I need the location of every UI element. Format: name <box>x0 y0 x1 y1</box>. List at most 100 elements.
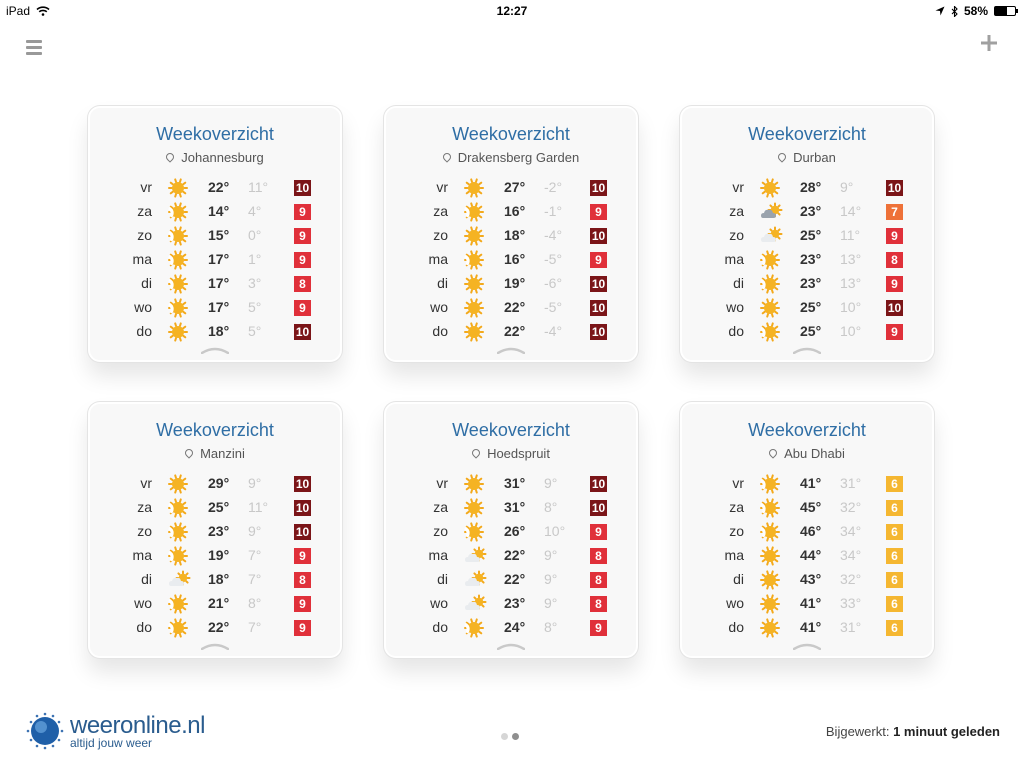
forecast-row: do 25° 10° 9 <box>682 320 932 344</box>
day-label: wo <box>726 299 744 315</box>
temp-min: 7° <box>248 571 262 587</box>
battery-icon <box>994 6 1018 16</box>
chevron-up-icon[interactable] <box>497 346 525 354</box>
forecast-card[interactable]: Weekoverzicht Durban vr 28° 9° 10 za 23°… <box>680 106 934 362</box>
forecast-card[interactable]: Weekoverzicht Manzini vr 29° 9° 10 za 25… <box>88 402 342 658</box>
temp-min: 9° <box>544 595 558 611</box>
day-label: ma <box>724 547 744 563</box>
plus-icon <box>981 35 997 51</box>
card-location: Drakensberg Garden <box>386 150 636 165</box>
forecast-card[interactable]: Weekoverzicht Abu Dhabi vr 41° 31° 6 za … <box>680 402 934 658</box>
device-name: iPad <box>6 4 31 18</box>
day-label: vr <box>140 475 152 491</box>
temp-min: 11° <box>840 227 861 243</box>
temp-min: -5° <box>544 299 563 315</box>
weather-score-badge: 6 <box>886 548 903 564</box>
day-label: ma <box>428 547 448 563</box>
sun-icon <box>168 322 188 342</box>
page-dot[interactable] <box>512 733 519 740</box>
forecast-rows: vr 28° 9° 10 za 23° 14° 7 zo 25° 11° 9 m… <box>682 176 932 344</box>
temp-min: 13° <box>840 251 862 267</box>
day-label: wo <box>430 299 448 315</box>
weather-score-badge: 9 <box>886 324 903 340</box>
card-location: Johannesburg <box>90 150 340 165</box>
weeronline-logo[interactable]: weeronline.nl altijd jouw weer <box>26 712 226 752</box>
forecast-card[interactable]: Weekoverzicht Johannesburg vr 22° 11° 10… <box>88 106 342 362</box>
forecast-row: do 22° 7° 9 <box>90 616 340 640</box>
location-name: Manzini <box>200 446 245 461</box>
day-label: za <box>433 203 448 219</box>
weather-score-badge: 6 <box>886 476 903 492</box>
location-name: Johannesburg <box>181 150 264 165</box>
temp-max: 43° <box>800 571 822 587</box>
day-label: zo <box>433 227 448 243</box>
weather-score-badge: 6 <box>886 596 903 612</box>
day-label: do <box>728 323 744 339</box>
temp-min: 7° <box>248 619 262 635</box>
chevron-up-icon[interactable] <box>497 642 525 650</box>
chevron-up-icon[interactable] <box>201 346 229 354</box>
sun-partial-icon <box>760 274 780 294</box>
sun-partial-icon <box>168 250 188 270</box>
forecast-row: zo 25° 11° 9 <box>682 224 932 248</box>
temp-max: 16° <box>504 251 526 267</box>
chevron-up-icon[interactable] <box>201 642 229 650</box>
card-title: Weekoverzicht <box>748 420 866 440</box>
sun-partial-icon <box>168 226 188 246</box>
temp-max: 16° <box>504 203 526 219</box>
forecast-row: vr 41° 31° 6 <box>682 472 932 496</box>
forecast-card[interactable]: Weekoverzicht Drakensberg Garden vr 27° … <box>384 106 638 362</box>
temp-max: 31° <box>504 475 526 491</box>
page-indicator[interactable] <box>501 733 519 740</box>
temp-min: 1° <box>248 251 262 267</box>
forecast-row: zo 15° 0° 9 <box>90 224 340 248</box>
temp-min: 13° <box>840 275 862 291</box>
temp-max: 17° <box>208 251 230 267</box>
day-label: do <box>432 323 448 339</box>
temp-max: 15° <box>208 227 230 243</box>
last-updated: Bijgewerkt: 1 minuut geleden <box>826 724 1000 739</box>
sun-icon <box>464 322 484 342</box>
updated-value: 1 minuut geleden <box>893 724 1000 739</box>
day-label: za <box>433 499 448 515</box>
weather-score-badge: 10 <box>886 180 903 196</box>
card-title: Weekoverzicht <box>156 124 274 144</box>
day-label: di <box>141 275 152 291</box>
sun-partial-icon <box>760 474 780 494</box>
forecast-row: vr 31° 9° 10 <box>386 472 636 496</box>
forecast-row: zo 23° 9° 10 <box>90 520 340 544</box>
weather-score-badge: 9 <box>590 252 607 268</box>
weather-score-badge: 10 <box>294 324 311 340</box>
day-label: vr <box>732 179 744 195</box>
location-pin-icon <box>767 447 779 459</box>
temp-min: -4° <box>544 227 563 243</box>
forecast-row: ma 16° -5° 9 <box>386 248 636 272</box>
temp-min: 33° <box>840 595 862 611</box>
battery-level <box>995 7 1007 15</box>
weather-score-badge: 9 <box>590 620 607 636</box>
add-location-button[interactable] <box>978 32 1000 54</box>
temp-max: 41° <box>800 475 822 491</box>
card-title: Weekoverzicht <box>748 124 866 144</box>
temp-max: 18° <box>208 323 230 339</box>
sun-partial-icon <box>168 274 188 294</box>
temp-max: 41° <box>800 595 822 611</box>
sun-icon <box>760 178 780 198</box>
temp-max: 23° <box>208 523 230 539</box>
sun-partial-icon <box>168 498 188 518</box>
forecast-row: vr 27° -2° 10 <box>386 176 636 200</box>
sun-partial-icon <box>168 594 188 614</box>
forecast-card[interactable]: Weekoverzicht Hoedspruit vr 31° 9° 10 za… <box>384 402 638 658</box>
temp-max: 14° <box>208 203 230 219</box>
forecast-row: di 23° 13° 9 <box>682 272 932 296</box>
location-name: Durban <box>793 150 836 165</box>
day-label: wo <box>134 595 152 611</box>
menu-button[interactable] <box>26 40 44 56</box>
page-dot[interactable] <box>501 733 508 740</box>
weather-score-badge: 8 <box>886 252 903 268</box>
day-label: zo <box>729 523 744 539</box>
card-location: Hoedspruit <box>386 446 636 461</box>
chevron-up-icon[interactable] <box>793 642 821 650</box>
chevron-up-icon[interactable] <box>793 346 821 354</box>
forecast-row: ma 44° 34° 6 <box>682 544 932 568</box>
